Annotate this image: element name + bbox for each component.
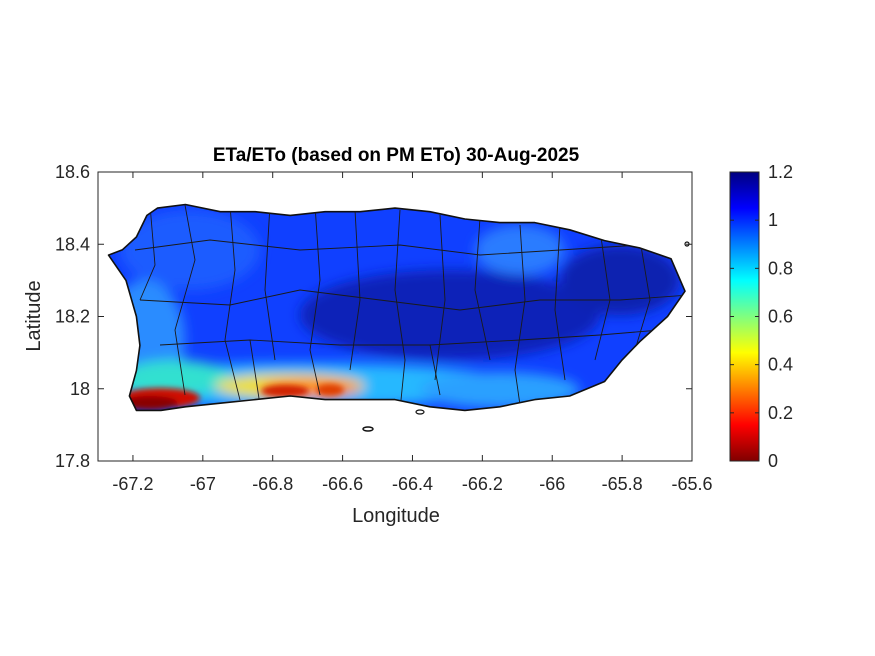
offshore-islet [415, 409, 425, 415]
colorbar-tick-label: 0.6 [768, 307, 793, 327]
x-axis: -67.2 -67 -66.8 -66.6 -66.4 -66.2 -66 -65.8 -65.… [112, 172, 713, 494]
y-tick-label: 18 [70, 379, 90, 399]
island-outline [107, 203, 686, 412]
heatmap-island [108, 204, 685, 411]
colorbar-tick-label: 0.2 [768, 403, 793, 423]
x-tick-label: -66.6 [322, 474, 363, 494]
chart-title: ETa/ETo (based on PM ETo) 30-Aug-2025 [213, 145, 580, 166]
municipality-boundaries [134, 204, 685, 411]
y-axis: 17.8 18 18.2 18.4 18.6 [55, 162, 692, 471]
x-tick-label: -67.2 [112, 474, 153, 494]
heatmap-region-sw-cyan [120, 360, 230, 396]
x-tick-label: -66.8 [252, 474, 293, 494]
colorbar-tick-label: 1.2 [768, 162, 793, 182]
colorbar-tick-label: 1 [768, 210, 778, 230]
heatmap-region-sw-darkred [122, 396, 178, 410]
colorbar-tick-label: 0.4 [768, 355, 793, 375]
x-tick-label: -65.6 [671, 474, 712, 494]
offshore-islet [362, 426, 374, 432]
heatmap-region-north-east [475, 225, 565, 275]
x-tick-label: -66 [539, 474, 565, 494]
x-tick-label: -66.4 [392, 474, 433, 494]
heatmap-region-central-core [300, 270, 600, 360]
y-tick-label: 18.2 [55, 307, 90, 327]
colorbar-ticks: 0 0.2 0.4 0.6 0.8 1 1.2 [730, 162, 793, 471]
y-axis-label: Latitude [23, 280, 45, 351]
x-tick-label: -66.2 [462, 474, 503, 494]
heatmap-region-south-red-2 [316, 384, 344, 396]
colorbar-tick-label: 0 [768, 451, 778, 471]
colorbar-tick-label: 0.8 [768, 258, 793, 278]
heatmap-region-north-west [120, 210, 260, 290]
y-tick-label: 18.6 [55, 162, 90, 182]
x-tick-label: -67 [190, 474, 216, 494]
colorbar [729, 171, 760, 462]
heatmap-region-south-red [261, 385, 309, 397]
x-axis-label: Longitude [352, 505, 440, 527]
y-tick-label: 18.4 [55, 234, 90, 254]
x-tick-label: -65.8 [602, 474, 643, 494]
y-tick-label: 17.8 [55, 451, 90, 471]
